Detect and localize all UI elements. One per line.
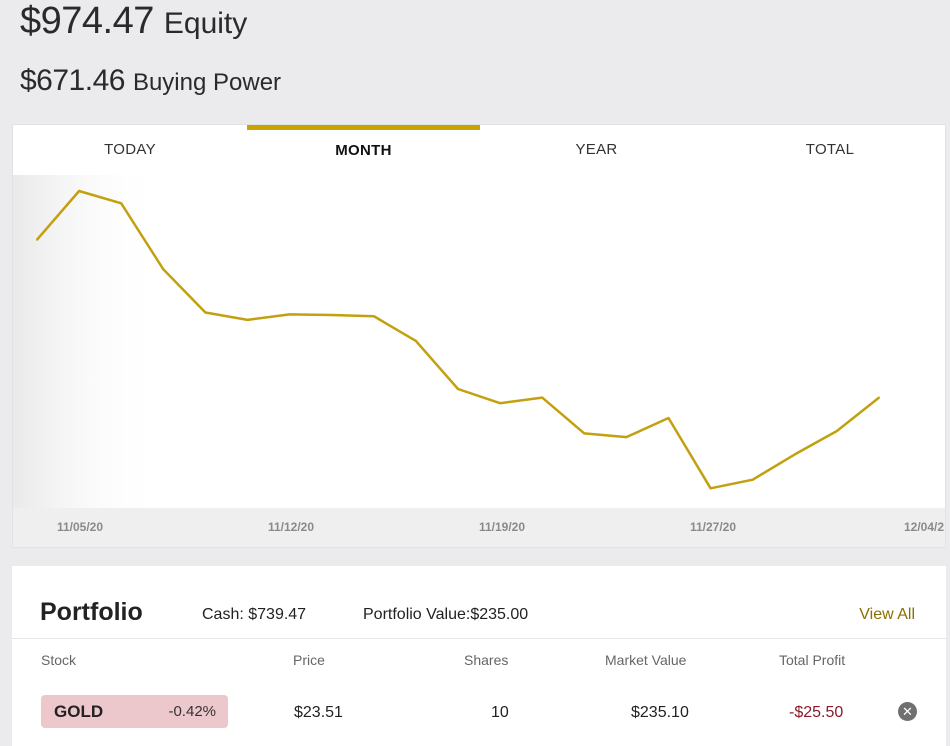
chart-edge-fade bbox=[13, 175, 163, 508]
tab-month[interactable]: MONTH bbox=[247, 125, 480, 175]
tab-today[interactable]: TODAY bbox=[104, 141, 156, 158]
view-all-link[interactable]: View All bbox=[859, 606, 915, 623]
tab-total[interactable]: TOTAL bbox=[805, 141, 855, 158]
equity-label: Equity bbox=[163, 7, 248, 40]
tab-year[interactable]: YEAR bbox=[575, 141, 618, 158]
x-tick-label: 11/05/20 bbox=[56, 520, 104, 534]
portfolio-value: Portfolio Value:$235.00 bbox=[363, 606, 529, 623]
data-point bbox=[246, 318, 249, 321]
data-point bbox=[457, 388, 459, 390]
x-tick-label: 11/12/20 bbox=[267, 520, 315, 534]
data-point bbox=[793, 453, 796, 456]
column-header-price: Price bbox=[293, 652, 325, 668]
column-header-shares: Shares bbox=[464, 652, 509, 668]
stock-symbol: GOLD bbox=[54, 702, 104, 721]
portfolio-title: Portfolio bbox=[40, 598, 143, 626]
data-point bbox=[330, 314, 333, 316]
buying-power-summary: $671.46 Buying Power bbox=[20, 64, 281, 98]
data-point bbox=[541, 396, 544, 399]
data-point bbox=[120, 202, 123, 205]
data-point bbox=[36, 238, 38, 241]
data-point bbox=[78, 190, 81, 192]
x-tick-label: 11/27/20 bbox=[689, 520, 737, 534]
data-point bbox=[625, 436, 628, 439]
performance-chart-card: TODAY MONTH YEAR TOTAL 11/05/20 11/12/20… bbox=[12, 124, 946, 548]
column-header-market-value: Market Value bbox=[605, 652, 687, 668]
column-header-total-profit: Total Profit bbox=[779, 652, 846, 668]
time-range-tabs: TODAY MONTH YEAR TOTAL bbox=[13, 125, 945, 175]
data-point bbox=[372, 315, 375, 318]
data-point bbox=[751, 478, 754, 481]
data-point bbox=[204, 311, 207, 314]
data-point bbox=[288, 313, 291, 316]
close-circle-icon[interactable]: ✕ bbox=[898, 702, 917, 721]
portfolio-card: Portfolio Cash: $739.47 Portfolio Value:… bbox=[12, 566, 946, 746]
column-header-stock: Stock bbox=[41, 652, 77, 668]
cash-balance: Cash: $739.47 bbox=[202, 606, 307, 623]
equity-amount: $974.47 bbox=[20, 0, 154, 42]
data-point bbox=[162, 268, 165, 271]
data-point bbox=[835, 430, 838, 432]
data-point bbox=[878, 396, 880, 399]
x-axis: 11/05/20 11/12/20 11/19/20 11/27/20 12/0… bbox=[13, 508, 945, 547]
stock-change-percent: -0.42% bbox=[168, 703, 216, 720]
stock-total-profit: -$25.50 bbox=[789, 704, 844, 721]
data-point bbox=[667, 417, 670, 419]
data-point bbox=[583, 432, 586, 435]
divider bbox=[12, 638, 946, 639]
equity-line-chart bbox=[13, 175, 880, 508]
x-tick-label: 11/19/20 bbox=[478, 520, 526, 534]
buying-power-label: Buying Power bbox=[132, 69, 282, 96]
data-point bbox=[414, 339, 417, 342]
data-point bbox=[499, 402, 502, 405]
stock-ticker-badge[interactable]: GOLD -0.42% bbox=[41, 695, 228, 728]
x-tick-label: 12/04/2 bbox=[903, 520, 945, 534]
stock-shares: 10 bbox=[491, 704, 509, 721]
equity-summary: $974.47 Equity bbox=[20, 0, 247, 44]
stock-price: $23.51 bbox=[294, 704, 343, 721]
buying-power-amount: $671.46 bbox=[20, 64, 125, 97]
data-point bbox=[709, 487, 712, 490]
stock-market-value: $235.10 bbox=[631, 704, 689, 721]
equity-series-line bbox=[36, 189, 880, 490]
